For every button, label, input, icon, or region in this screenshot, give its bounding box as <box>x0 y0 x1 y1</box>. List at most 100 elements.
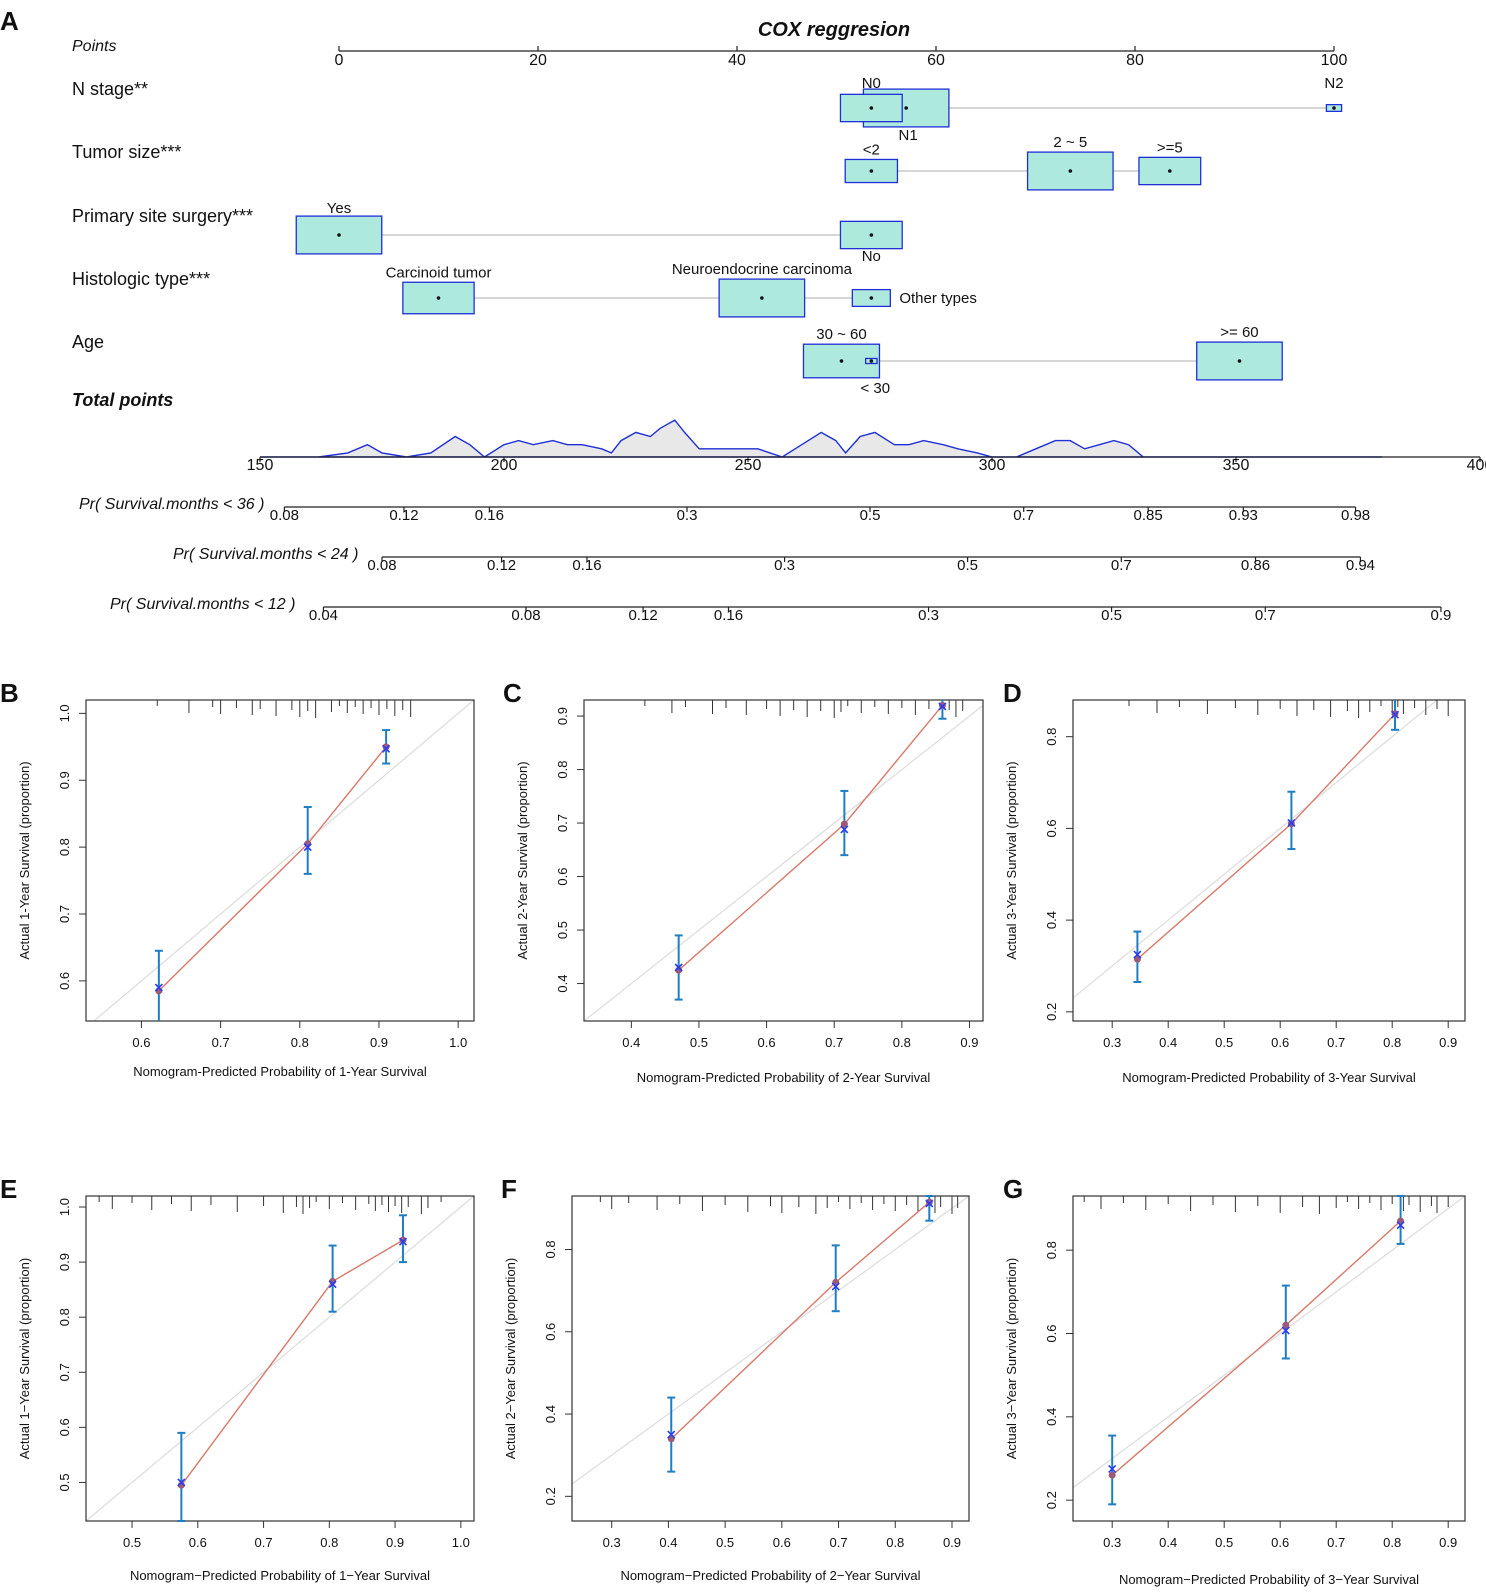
probability-axis-2-tick-label: 0.08 <box>367 557 396 574</box>
variable-2-level-point <box>1168 169 1172 173</box>
y-axis-label: Actual 1-Year Survival (proportion) <box>17 761 32 959</box>
probability-axis-2-tick-label: 0.12 <box>487 557 516 574</box>
variable-4-name: Histologic type*** <box>72 269 210 289</box>
calibration-panels: B 0.6 0.7 0.8 0.9 1.0 0.6 0.7 0.8 0.9 1.0 Nomogram-… <box>0 678 1466 1587</box>
x-tick-label: 0.6 <box>1271 1535 1289 1550</box>
probability-axis-3-tick-label: 0.3 <box>918 607 939 624</box>
variable-5-level-label: < 30 <box>861 380 891 397</box>
km-estimate-marker <box>1390 710 1400 719</box>
calibration-line <box>1111 1220 1402 1476</box>
x-axis-label: Nomogram-Predicted Probability of 2-Year… <box>637 1070 931 1085</box>
plot-frame <box>571 1195 970 1522</box>
x-tick-label: 0.3 <box>1103 1535 1121 1550</box>
y-tick-label: 0.8 <box>57 1308 72 1326</box>
probability-axis-2-tick-label: 0.7 <box>1111 557 1132 574</box>
calibration-line <box>1136 713 1396 960</box>
variable-2-level-label: 2 ~ 5 <box>1053 134 1087 151</box>
x-tick-label: 0.8 <box>320 1535 338 1550</box>
x-tick-label: 0.8 <box>886 1535 904 1550</box>
y-tick-label: 0.6 <box>1044 819 1059 837</box>
probability-axis-2-tick-label: 0.86 <box>1241 557 1270 574</box>
total-points-tick-label: 300 <box>979 457 1006 474</box>
variable-2-level-point <box>1068 169 1073 173</box>
variable-5-level-point <box>1237 359 1242 363</box>
x-tick-label: 0.7 <box>1327 1535 1345 1550</box>
calibration-line <box>678 704 943 971</box>
y-tick-label: 0.8 <box>1044 728 1059 746</box>
calibration-panel-e: E 0.5 0.6 0.7 0.8 0.9 1.0 0.5 0.6 0.7 0.8 0.9 1.0 Nom… <box>0 1174 475 1583</box>
km-estimate-marker <box>925 1199 934 1208</box>
probability-axis-3-tick-label: 0.12 <box>628 607 657 624</box>
y-tick-label: 0.7 <box>57 905 72 923</box>
variable-1-level-label: N0 <box>862 75 881 92</box>
x-axis-label: Nomogram−Predicted Probability of 1−Year… <box>130 1568 430 1583</box>
x-tick-label: 0.9 <box>943 1535 961 1550</box>
x-tick-label: 0.4 <box>1159 1535 1177 1550</box>
y-tick-label: 0.2 <box>543 1487 558 1505</box>
y-tick-label: 1.0 <box>57 1198 72 1216</box>
y-tick-label: 1.0 <box>57 704 72 722</box>
probability-axis-2-tick-label: 0.94 <box>1346 557 1375 574</box>
km-estimate-marker <box>177 1478 186 1487</box>
variable-3-level-point <box>337 233 341 237</box>
points-axis-tick-label: 40 <box>728 52 746 69</box>
x-tick-label: 0.3 <box>603 1535 621 1550</box>
y-axis-label: Actual 1−Year Survival (proportion) <box>17 1258 32 1460</box>
ideal-diagonal-line <box>583 704 984 1022</box>
y-tick-label: 0.8 <box>57 838 72 856</box>
y-axis-label: Actual 3-Year Survival (proportion) <box>1004 761 1019 959</box>
calibration-line <box>158 746 387 992</box>
x-tick-label: 0.5 <box>1215 1535 1233 1550</box>
x-tick-label: 0.9 <box>370 1035 388 1050</box>
probability-axis-1-tick-label: 0.93 <box>1229 507 1258 524</box>
x-tick-label: 0.5 <box>716 1535 734 1550</box>
x-tick-label: 0.5 <box>690 1035 708 1050</box>
ideal-diagonal-line <box>571 1195 970 1485</box>
km-estimate-marker <box>398 1237 408 1246</box>
y-tick-label: 0.8 <box>543 1240 558 1258</box>
variable-1-level-point <box>904 106 908 110</box>
variable-3-level-label: No <box>862 248 881 265</box>
y-tick-label: 0.8 <box>555 761 570 779</box>
probability-axis-1-tick-label: 0.85 <box>1134 507 1163 524</box>
points-row-label: Points <box>72 38 116 55</box>
x-tick-label: 1.0 <box>452 1535 470 1550</box>
plot-frame <box>583 699 984 1022</box>
y-tick-label: 0.7 <box>555 814 570 832</box>
panel-letter: E <box>0 1174 17 1204</box>
y-tick-label: 0.4 <box>543 1405 558 1423</box>
x-tick-label: 0.6 <box>1271 1035 1289 1050</box>
plot-frame <box>85 699 475 1022</box>
nomogram-title: COX reggresion <box>758 19 910 41</box>
total-points-tick-label: 400 <box>1467 457 1486 474</box>
variable-4-level-point <box>436 296 441 300</box>
probability-axis-1-tick-label: 0.12 <box>389 507 418 524</box>
observed-point <box>399 1236 407 1244</box>
y-tick-label: 0.5 <box>555 921 570 939</box>
x-tick-label: 0.9 <box>960 1035 978 1050</box>
variable-3-level-point <box>869 233 874 237</box>
km-estimate-marker <box>328 1280 337 1289</box>
variable-4-level-label: Other types <box>899 290 977 307</box>
observed-point <box>382 743 390 751</box>
variable-5-level-point <box>839 359 844 363</box>
y-tick-label: 0.6 <box>543 1323 558 1341</box>
probability-axis-3-tick-label: 0.08 <box>511 607 540 624</box>
x-tick-label: 0.7 <box>830 1535 848 1550</box>
observed-point <box>1282 1321 1290 1329</box>
variable-4-level-label: Neuroendocrine carcinoma <box>672 261 853 278</box>
probability-axis-3-tick-label: 0.16 <box>714 607 743 624</box>
km-estimate-marker <box>1287 818 1296 827</box>
y-tick-label: 0.6 <box>1044 1324 1059 1342</box>
probability-axis-2-tick-label: 0.16 <box>572 557 601 574</box>
x-axis-label: Nomogram−Predicted Probability of 3−Year… <box>1119 1572 1419 1587</box>
nomogram: 0 20 40 60 80 100 N stage** N0 N1 N2 Tumor size***… <box>72 46 1486 624</box>
probability-axis-1-label: Pr( Survival.months < 36 ) <box>79 496 264 513</box>
probability-axis-3-tick-label: 0.04 <box>309 607 338 624</box>
km-estimate-marker <box>831 1282 840 1291</box>
km-estimate-marker <box>1108 1464 1117 1473</box>
x-tick-label: 0.4 <box>1159 1035 1177 1050</box>
km-estimate-marker <box>382 744 391 753</box>
probability-axis-1-tick-label: 0.98 <box>1341 507 1370 524</box>
